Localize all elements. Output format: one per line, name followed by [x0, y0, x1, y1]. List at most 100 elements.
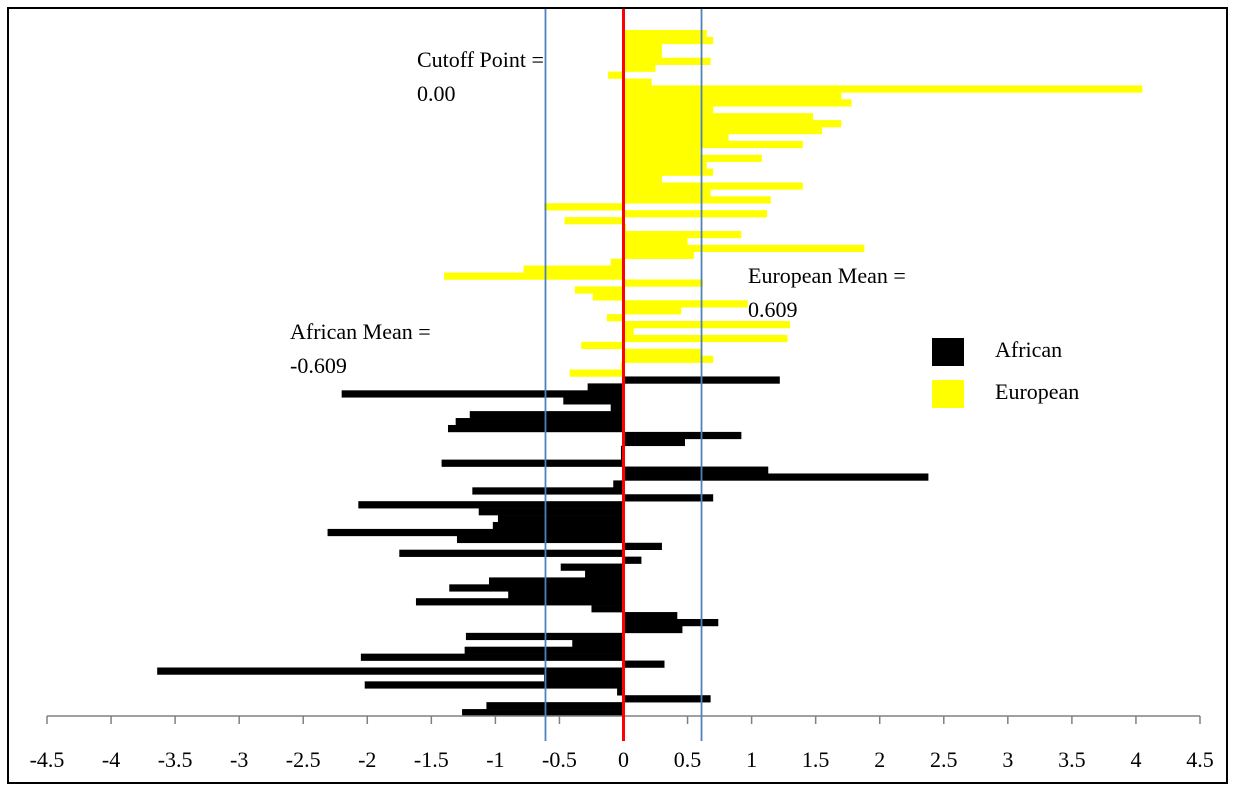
bar: [560, 563, 624, 571]
bar: [462, 709, 624, 717]
x-tick-label: 3.5: [1058, 747, 1086, 772]
bar: [399, 549, 624, 557]
legend-swatch: [932, 338, 964, 366]
x-tick-label: -4.5: [30, 747, 65, 772]
bar: [623, 175, 662, 183]
bar: [623, 279, 703, 287]
bar: [497, 515, 624, 523]
bar: [623, 189, 711, 197]
bar: [444, 272, 624, 280]
bar: [623, 612, 678, 620]
bar: [623, 92, 842, 100]
bar: [623, 36, 714, 45]
bar: [572, 639, 624, 648]
bar: [606, 314, 624, 322]
bar: [623, 355, 714, 363]
bar: [608, 71, 624, 79]
bar: [488, 577, 624, 585]
bar: [455, 418, 624, 426]
bar: [623, 127, 823, 135]
bar: [623, 438, 685, 447]
bar: [623, 64, 656, 72]
annotation: 0.609: [748, 297, 798, 322]
bar: [623, 140, 803, 149]
x-tick-label: -4: [102, 747, 120, 772]
annotation: -0.609: [290, 353, 347, 378]
x-tick-label: -1.5: [414, 747, 449, 772]
bar: [623, 133, 729, 142]
bar: [623, 78, 652, 86]
bar: [486, 702, 624, 710]
bar: [469, 411, 624, 419]
bar: [623, 244, 865, 253]
bar: [623, 473, 929, 481]
bar: [508, 591, 624, 599]
x-tick-label: -3: [230, 747, 248, 772]
bar: [623, 660, 665, 668]
bar: [623, 321, 791, 329]
bar: [623, 182, 803, 190]
bar: [623, 237, 688, 246]
bar: [623, 307, 682, 315]
bar: [544, 203, 624, 211]
bar: [544, 674, 624, 682]
bar: [464, 646, 624, 654]
bar: [341, 390, 624, 398]
bar: [574, 286, 624, 294]
bar: [327, 528, 624, 537]
bar: [623, 43, 662, 52]
bar: [623, 334, 788, 343]
bar: [623, 251, 694, 259]
bar: [623, 348, 701, 356]
bar: [610, 258, 624, 266]
x-tick-label: -1: [486, 747, 504, 772]
bar: [623, 466, 769, 474]
bar: [623, 161, 707, 169]
bar: [623, 542, 662, 550]
bar: [415, 598, 624, 606]
bar: [623, 196, 771, 204]
bar: [456, 535, 624, 544]
bar: [623, 210, 767, 218]
bar: [623, 494, 714, 502]
bar: [617, 688, 624, 696]
bar: [623, 154, 762, 162]
bar: [563, 397, 624, 405]
annotation: African Mean =: [290, 319, 431, 344]
x-tick-label: 1.5: [802, 747, 830, 772]
bar: [592, 293, 624, 301]
annotation: 0.00: [417, 81, 456, 106]
legend-label: European: [995, 379, 1079, 404]
x-tick-label: 0.5: [674, 747, 702, 772]
annotation: Cutoff Point =: [417, 47, 544, 72]
annotation: European Mean =: [748, 263, 906, 288]
bar: [623, 300, 748, 308]
bar: [623, 85, 1143, 93]
x-tick-label: -3.5: [158, 747, 193, 772]
chart-border: [7, 7, 1228, 784]
bar: [623, 695, 711, 703]
bar: [585, 570, 624, 578]
bar: [360, 653, 624, 661]
bar: [623, 57, 711, 65]
bar: [564, 217, 624, 225]
x-tick-label: 4.5: [1186, 747, 1214, 772]
bar: [623, 30, 707, 38]
x-tick-label: 2.5: [930, 747, 958, 772]
bar: [623, 618, 719, 627]
bar: [623, 106, 714, 114]
legend-label: African: [995, 337, 1062, 362]
bar: [623, 168, 714, 176]
bar: [623, 120, 842, 128]
x-tick-label: 2: [874, 747, 885, 772]
bar: [623, 431, 742, 440]
x-tick-label: 4: [1130, 747, 1141, 772]
bar: [623, 113, 814, 121]
x-tick-label: 3: [1002, 747, 1013, 772]
x-tick-label: 0: [618, 747, 629, 772]
legend-swatch: [932, 380, 964, 408]
bar: [447, 424, 624, 433]
bar: [613, 480, 624, 488]
bar: [623, 99, 852, 107]
